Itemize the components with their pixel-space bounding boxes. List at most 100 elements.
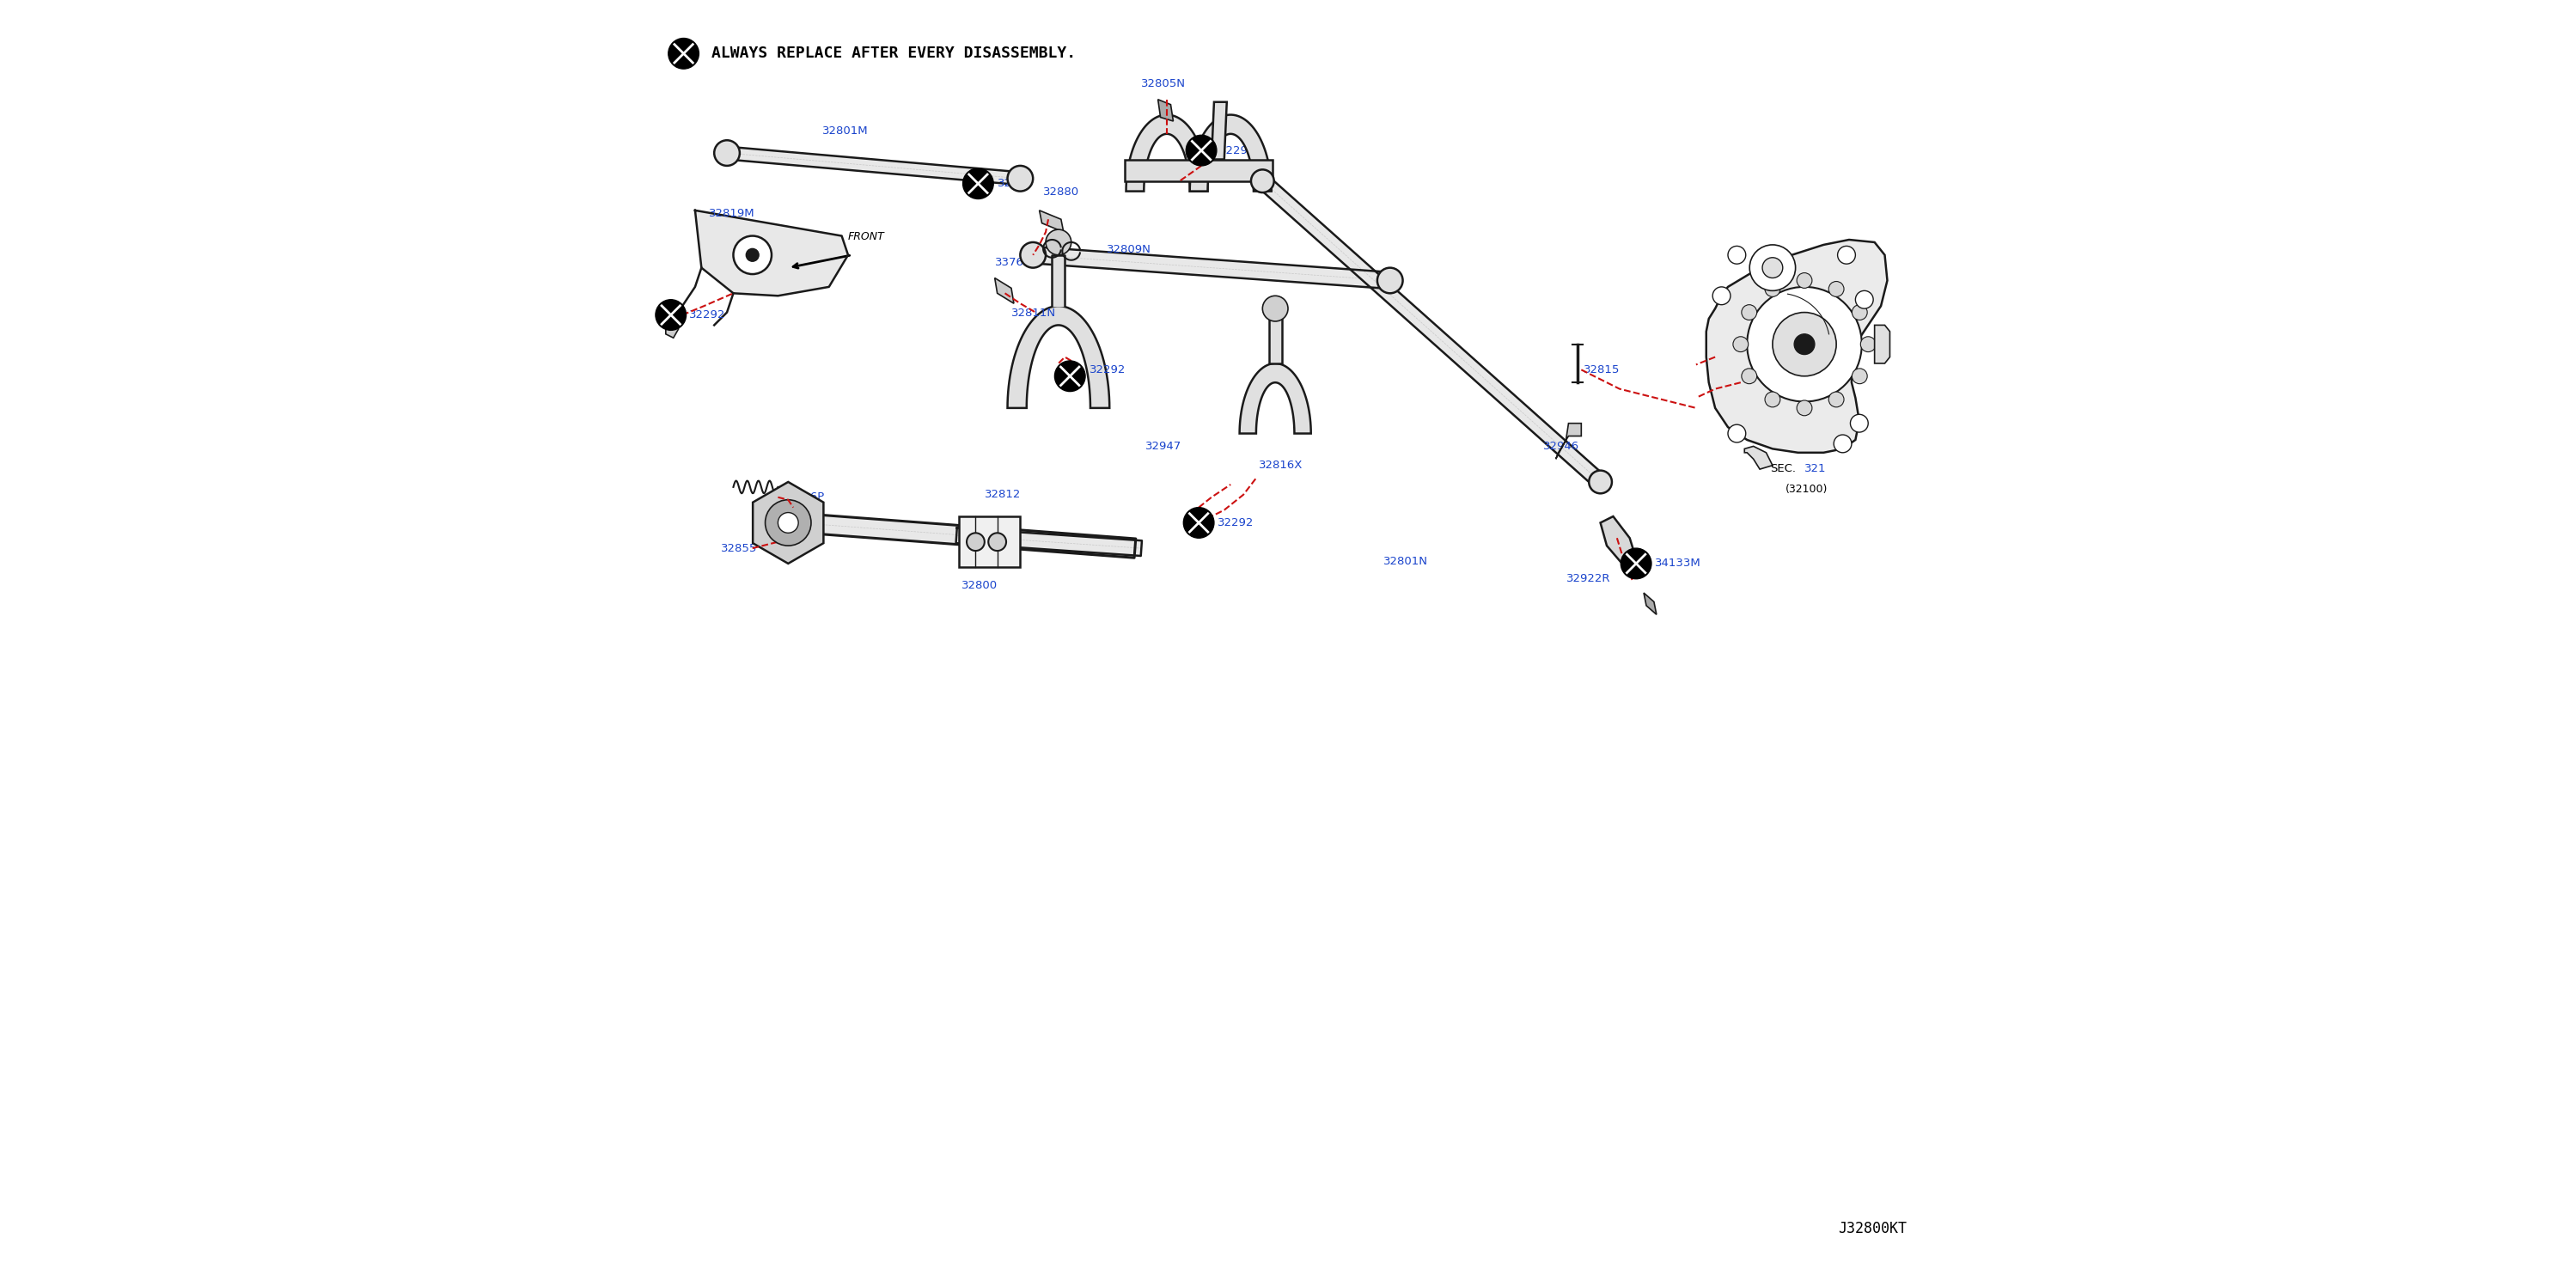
Polygon shape xyxy=(752,482,824,564)
Circle shape xyxy=(1850,414,1868,432)
Text: 32819M: 32819M xyxy=(708,208,755,219)
Text: (32100): (32100) xyxy=(1785,483,1829,495)
Polygon shape xyxy=(1038,210,1064,232)
Polygon shape xyxy=(994,278,1015,303)
Polygon shape xyxy=(696,210,848,296)
Circle shape xyxy=(654,300,685,330)
Circle shape xyxy=(765,500,811,546)
Text: 321: 321 xyxy=(1803,463,1826,474)
Polygon shape xyxy=(1126,159,1273,181)
Polygon shape xyxy=(726,147,1020,185)
Circle shape xyxy=(1762,258,1783,278)
Polygon shape xyxy=(1257,176,1605,487)
Polygon shape xyxy=(1643,593,1656,615)
Circle shape xyxy=(1795,334,1814,354)
Circle shape xyxy=(1713,287,1731,305)
Circle shape xyxy=(1860,337,1875,352)
Polygon shape xyxy=(958,516,1020,567)
Polygon shape xyxy=(796,514,1136,557)
Polygon shape xyxy=(1270,319,1283,363)
Circle shape xyxy=(778,513,799,533)
Text: 32812: 32812 xyxy=(984,488,1020,500)
Circle shape xyxy=(1046,230,1072,255)
Text: 32815: 32815 xyxy=(1584,365,1620,375)
Polygon shape xyxy=(956,528,1141,556)
Text: 34133M: 34133M xyxy=(1656,558,1700,569)
Text: 33761M: 33761M xyxy=(994,256,1041,268)
Text: FRONT: FRONT xyxy=(848,231,884,242)
Polygon shape xyxy=(1600,516,1636,564)
Polygon shape xyxy=(1159,99,1172,121)
Circle shape xyxy=(1728,425,1747,442)
Text: 32947: 32947 xyxy=(1146,441,1182,451)
Circle shape xyxy=(1765,282,1780,297)
Polygon shape xyxy=(1051,255,1064,306)
Circle shape xyxy=(1852,368,1868,384)
Circle shape xyxy=(1834,435,1852,453)
Polygon shape xyxy=(1705,240,1888,453)
Text: 32826P: 32826P xyxy=(781,492,824,502)
Circle shape xyxy=(1855,291,1873,309)
Text: SEC.: SEC. xyxy=(1770,463,1795,474)
Circle shape xyxy=(747,249,760,261)
Text: 32811N: 32811N xyxy=(1012,307,1056,319)
Polygon shape xyxy=(1556,423,1582,459)
Text: 32292: 32292 xyxy=(1218,518,1255,528)
Polygon shape xyxy=(1190,115,1273,191)
Polygon shape xyxy=(1211,102,1226,159)
Text: 32800: 32800 xyxy=(961,580,997,592)
Circle shape xyxy=(1741,368,1757,384)
Circle shape xyxy=(1798,400,1811,416)
Text: 32292: 32292 xyxy=(1090,365,1126,375)
Circle shape xyxy=(1378,268,1404,293)
Circle shape xyxy=(1185,135,1216,166)
Text: 32855: 32855 xyxy=(721,543,757,553)
Text: 32922R: 32922R xyxy=(1566,572,1610,584)
Circle shape xyxy=(1829,282,1844,297)
Circle shape xyxy=(1829,391,1844,407)
Circle shape xyxy=(1852,305,1868,320)
Circle shape xyxy=(1798,273,1811,288)
Circle shape xyxy=(1741,305,1757,320)
Circle shape xyxy=(1262,296,1288,321)
Circle shape xyxy=(1772,312,1837,376)
Circle shape xyxy=(734,236,773,274)
Text: 32880: 32880 xyxy=(1043,186,1079,198)
Text: 32801M: 32801M xyxy=(822,125,868,136)
Text: 32292: 32292 xyxy=(688,310,724,320)
Polygon shape xyxy=(1007,306,1110,408)
Circle shape xyxy=(1054,361,1084,391)
Circle shape xyxy=(1837,246,1855,264)
Text: 32898: 32898 xyxy=(997,178,1033,189)
Text: 32292: 32292 xyxy=(1218,145,1255,156)
Circle shape xyxy=(963,168,994,199)
Circle shape xyxy=(1747,287,1862,402)
Circle shape xyxy=(1007,166,1033,191)
Polygon shape xyxy=(1744,446,1772,469)
Circle shape xyxy=(1252,170,1275,193)
Circle shape xyxy=(1734,337,1749,352)
Circle shape xyxy=(1728,246,1747,264)
Circle shape xyxy=(989,533,1007,551)
Circle shape xyxy=(1182,507,1213,538)
Polygon shape xyxy=(1875,325,1891,363)
Polygon shape xyxy=(1033,247,1391,288)
Text: J32800KT: J32800KT xyxy=(1837,1221,1906,1237)
Polygon shape xyxy=(665,321,677,338)
Polygon shape xyxy=(1126,115,1208,191)
Text: 32805N: 32805N xyxy=(1141,78,1185,89)
Circle shape xyxy=(966,533,984,551)
Text: 32946: 32946 xyxy=(1543,441,1579,451)
Text: 32809N: 32809N xyxy=(1108,244,1151,255)
Text: 32801N: 32801N xyxy=(1383,556,1427,567)
Circle shape xyxy=(1589,470,1613,493)
Text: ALWAYS REPLACE AFTER EVERY DISASSEMBLY.: ALWAYS REPLACE AFTER EVERY DISASSEMBLY. xyxy=(711,46,1077,61)
Text: 32816X: 32816X xyxy=(1260,460,1303,470)
Circle shape xyxy=(1749,245,1795,291)
Circle shape xyxy=(1765,391,1780,407)
Circle shape xyxy=(714,140,739,166)
Circle shape xyxy=(1020,242,1046,268)
Polygon shape xyxy=(1239,363,1311,434)
Circle shape xyxy=(667,38,698,69)
Circle shape xyxy=(1620,548,1651,579)
